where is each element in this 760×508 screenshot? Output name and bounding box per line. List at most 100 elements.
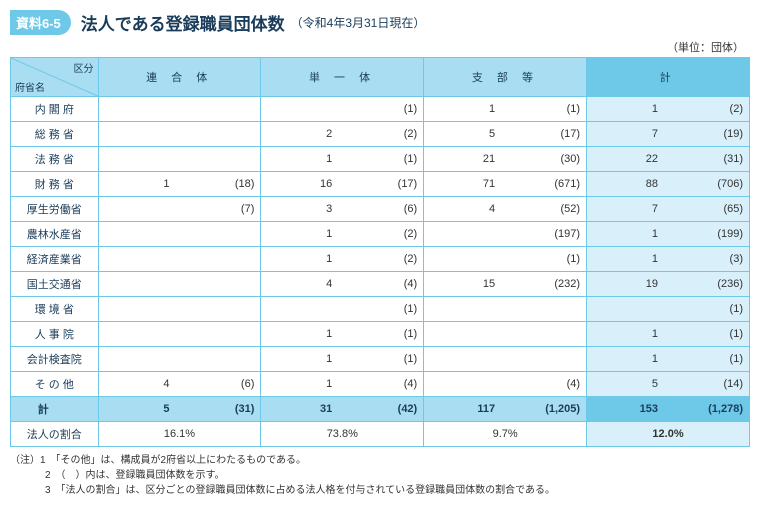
total-row: 計5(31)31(42)117(1,205)153(1,278) [11,397,750,422]
note-item: 3 「法人の割合」は、区分ごとの登録職員団体数に占める法人格を付与されている登録… [10,483,750,498]
cell-paren: (7) [179,197,260,222]
cell-paren [179,297,260,322]
footnotes: （注）1 「その他」は、構成員が2府省以上にわたるものである。 2 （ ）内は、… [10,453,750,498]
cell-paren [179,222,260,247]
data-table: 区分 府省名 連 合 体 単 一 体 支 部 等 計 内 閣 府(1)1(1)1… [10,57,750,447]
cell-value: 5 [424,122,505,147]
cell-value [261,297,342,322]
cell-value: 5 [587,372,668,397]
cell-paren: (1) [342,297,423,322]
cell-value [98,247,179,272]
table-row: 法 務 省1(1)21(30)22(31) [11,147,750,172]
corner-bottom-label: 府省名 [15,79,45,94]
cell-value: 1 [587,322,668,347]
cell-paren: (1) [342,322,423,347]
cell-value: 1 [261,372,342,397]
cell-value [424,222,505,247]
corner-cell: 区分 府省名 [11,58,99,97]
cell-value [98,147,179,172]
cell-paren: (2) [342,122,423,147]
cell-value [98,322,179,347]
cell-value [424,297,505,322]
cell-paren: (31) [179,397,260,422]
cell-value: 7 [587,197,668,222]
cell-value: 16 [261,172,342,197]
cell-paren: (236) [668,272,750,297]
cell-value [424,347,505,372]
cell-paren: (199) [668,222,750,247]
corner-top-label: 区分 [74,60,94,75]
cell-paren: (671) [505,172,586,197]
cell-value [587,297,668,322]
cell-value: 19 [587,272,668,297]
cell-paren: (4) [342,372,423,397]
cell-paren: (4) [505,372,586,397]
cell-value: 1 [261,347,342,372]
cell-paren: (1) [342,147,423,172]
cell-value: 21 [424,147,505,172]
table-row: 人 事 院1(1)1(1) [11,322,750,347]
cell-value: 7 [587,122,668,147]
cell-value: 1 [587,222,668,247]
cell-value: 4 [261,272,342,297]
row-header: 財 務 省 [11,172,99,197]
note-lead: （注） [10,455,40,466]
cell-value: 4 [98,372,179,397]
col-header: 単 一 体 [261,58,424,97]
cell-value: 31 [261,397,342,422]
row-header: 人 事 院 [11,322,99,347]
table-row: 会計検査院1(1)1(1) [11,347,750,372]
cell-paren: (17) [505,122,586,147]
cell-paren [505,297,586,322]
cell-paren: (1) [505,97,586,122]
row-header: 国土交通省 [11,272,99,297]
cell-value: 1 [261,222,342,247]
col-header: 支 部 等 [424,58,587,97]
doc-header: 資料6-5 法人である登録職員団体数 （令和4年3月31日現在） [10,10,750,35]
doc-tag: 資料6-5 [10,10,71,35]
cell-value: 1 [587,347,668,372]
table-row: そ の 他4(6)1(4)(4)5(14) [11,372,750,397]
row-header: 会計検査院 [11,347,99,372]
cell-value: 1 [261,147,342,172]
cell-paren: (1,278) [668,397,750,422]
cell-value [424,247,505,272]
row-header: 農林水産省 [11,222,99,247]
table-row: 総 務 省2(2)5(17)7(19) [11,122,750,147]
row-header: 厚生労働省 [11,197,99,222]
cell-paren: (197) [505,222,586,247]
cell-paren: (18) [179,172,260,197]
cell-paren [179,247,260,272]
cell-value: 88 [587,172,668,197]
row-header: 総 務 省 [11,122,99,147]
cell-paren: (2) [342,222,423,247]
doc-subtitle: （令和4年3月31日現在） [291,14,426,31]
cell-value [98,297,179,322]
row-header: 内 閣 府 [11,97,99,122]
cell-paren: (31) [668,147,750,172]
cell-paren [179,97,260,122]
ratio-cell: 73.8% [261,422,424,447]
cell-paren: (6) [342,197,423,222]
cell-paren [505,347,586,372]
ratio-cell: 9.7% [424,422,587,447]
cell-value [424,322,505,347]
cell-paren [179,322,260,347]
table-row: 環 境 省(1)(1) [11,297,750,322]
row-header: そ の 他 [11,372,99,397]
table-row: 国土交通省4(4)15(232)19(236) [11,272,750,297]
cell-value: 5 [98,397,179,422]
cell-paren: (14) [668,372,750,397]
col-header-total: 計 [587,58,750,97]
total-row-header: 計 [11,397,99,422]
table-row: 内 閣 府(1)1(1)1(2) [11,97,750,122]
cell-paren: (2) [342,247,423,272]
cell-paren [505,322,586,347]
cell-value [98,122,179,147]
cell-paren: (1) [505,247,586,272]
cell-value [98,347,179,372]
note-item: 1 「その他」は、構成員が2府省以上にわたるものである。 [40,455,306,466]
cell-value: 22 [587,147,668,172]
cell-paren [179,347,260,372]
cell-value [424,372,505,397]
